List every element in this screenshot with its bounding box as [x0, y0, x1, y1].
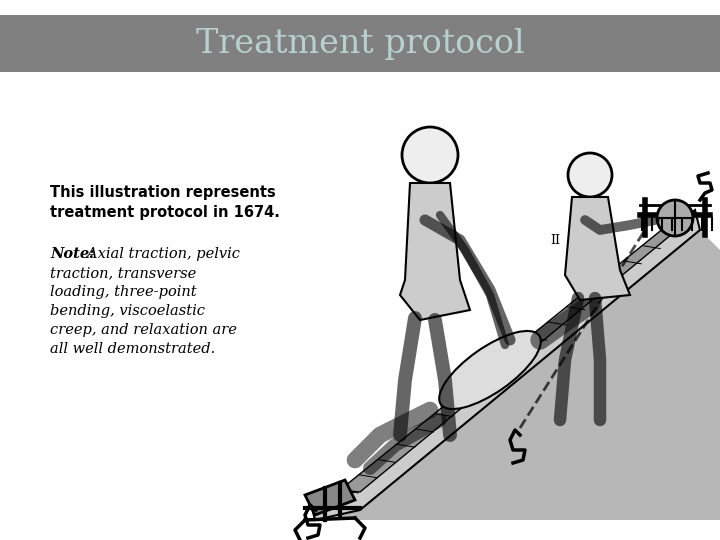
- Text: Axial traction, pelvic
traction, transverse
loading, three-point
bending, viscoe: Axial traction, pelvic traction, transve…: [50, 247, 240, 356]
- Text: This illustration represents
treatment protocol in 1674.: This illustration represents treatment p…: [50, 185, 280, 220]
- Polygon shape: [340, 230, 720, 520]
- Text: Treatment protocol: Treatment protocol: [196, 28, 524, 59]
- Polygon shape: [310, 210, 700, 520]
- Polygon shape: [340, 215, 695, 492]
- Polygon shape: [400, 183, 470, 320]
- Ellipse shape: [439, 331, 541, 409]
- Text: II: II: [550, 233, 560, 246]
- Circle shape: [657, 200, 693, 236]
- Polygon shape: [565, 197, 630, 300]
- Text: Note:: Note:: [50, 247, 94, 261]
- Polygon shape: [305, 480, 355, 515]
- Circle shape: [568, 153, 612, 197]
- Circle shape: [402, 127, 458, 183]
- Bar: [0, 15, 720, 72]
